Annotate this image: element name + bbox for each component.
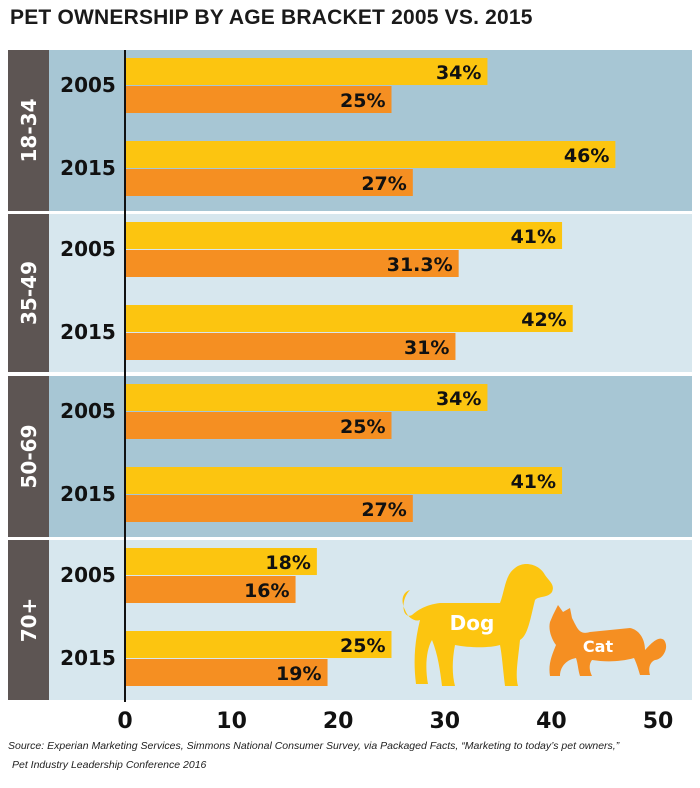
bar-value-label: 42%: [521, 309, 566, 331]
chart-title: PET OWNERSHIP BY AGE BRACKET 2005 VS. 20…: [10, 6, 533, 29]
bar-value-label: 18%: [265, 552, 310, 574]
bar-value-label: 34%: [436, 388, 481, 410]
x-tick-label: 20: [323, 709, 354, 734]
x-tick-label: 0: [117, 709, 132, 734]
bar-value-label: 27%: [361, 173, 406, 195]
bar-value-label: 19%: [276, 663, 321, 685]
bar-value-label: 16%: [244, 580, 289, 602]
year-label: 2015: [60, 156, 116, 180]
legend-dog-label: Dog: [450, 611, 495, 635]
year-label: 2015: [60, 482, 116, 506]
bar-value-label: 34%: [436, 62, 481, 84]
source-line-2: Pet Industry Leadership Conference 2016: [12, 759, 207, 771]
cat-bar: [125, 412, 392, 439]
cat-icon: [549, 605, 667, 676]
bar-value-label: 41%: [511, 471, 556, 493]
group-label-box: [8, 214, 49, 372]
group-label-box: [8, 376, 49, 537]
year-label: 2005: [60, 563, 116, 587]
group-background: [8, 540, 692, 700]
age-group-label: 18-34: [17, 99, 41, 163]
x-tick-label: 10: [216, 709, 247, 734]
dog-bar: [125, 631, 392, 658]
dog-bar: [125, 305, 573, 332]
dog-bar: [125, 384, 488, 411]
year-label: 2005: [60, 237, 116, 261]
bar-value-label: 25%: [340, 90, 385, 112]
age-group-label: 35-49: [17, 261, 41, 325]
cat-bar: [125, 576, 296, 603]
dog-bar: [125, 58, 488, 85]
year-label: 2015: [60, 646, 116, 670]
x-tick-label: 30: [429, 709, 460, 734]
dog-bar: [125, 467, 563, 494]
bar-value-label: 31%: [404, 337, 449, 359]
source-line-1: Source: Experian Marketing Services, Sim…: [8, 740, 620, 752]
bar-value-label: 25%: [340, 416, 385, 438]
cat-bar: [125, 86, 392, 113]
year-label: 2015: [60, 320, 116, 344]
group-label-box: [8, 540, 49, 700]
cat-bar: [125, 659, 328, 686]
bar-value-label: 41%: [511, 226, 556, 248]
legend-cat-label: Cat: [583, 637, 614, 656]
dog-icon: [402, 564, 553, 686]
bar-value-label: 27%: [361, 499, 406, 521]
age-group-label: 50-69: [17, 425, 41, 489]
bar-value-label: 31.3%: [387, 254, 453, 276]
year-label: 2005: [60, 399, 116, 423]
cat-bar: [125, 250, 459, 277]
group-label-box: [8, 50, 49, 211]
cat-bar: [125, 495, 413, 522]
dog-bar: [125, 548, 317, 575]
dog-bar: [125, 141, 616, 168]
x-tick-label: 50: [643, 709, 674, 734]
cat-bar: [125, 169, 413, 196]
bar-value-label: 25%: [340, 635, 385, 657]
cat-bar: [125, 333, 456, 360]
bar-value-label: 46%: [564, 145, 609, 167]
dog-bar: [125, 222, 563, 249]
x-tick-label: 40: [536, 709, 567, 734]
age-group-label: 70+: [17, 598, 41, 643]
year-label: 2005: [60, 73, 116, 97]
